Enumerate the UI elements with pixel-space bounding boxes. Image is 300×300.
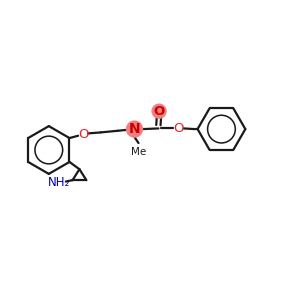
- Text: O: O: [154, 105, 165, 118]
- Text: O: O: [173, 122, 184, 135]
- Circle shape: [127, 121, 142, 137]
- Text: Me: Me: [131, 147, 146, 157]
- Text: N: N: [129, 122, 140, 136]
- Text: O: O: [78, 128, 89, 141]
- Text: NH₂: NH₂: [47, 176, 70, 189]
- Circle shape: [152, 104, 166, 118]
